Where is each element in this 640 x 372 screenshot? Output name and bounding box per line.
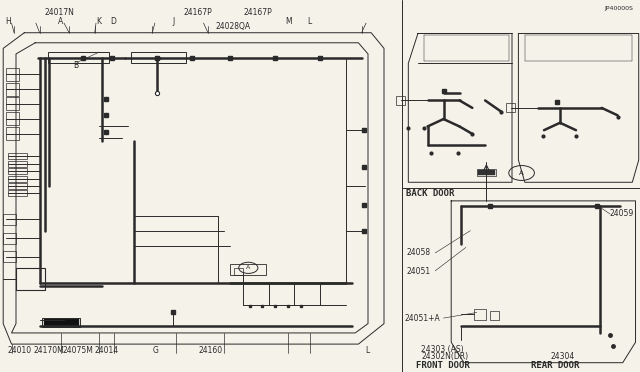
Bar [3, 232, 16, 244]
Bar [48, 52, 109, 63]
Text: 24010: 24010 [8, 346, 32, 355]
Text: A: A [246, 265, 250, 270]
Text: FRONT DOOR: FRONT DOOR [416, 361, 470, 370]
Bar [44, 319, 79, 326]
Text: BACK DOOR: BACK DOOR [406, 189, 455, 198]
Text: A: A [519, 170, 524, 176]
Text: 24160: 24160 [198, 346, 223, 355]
Text: L: L [365, 346, 369, 355]
Bar [42, 318, 80, 327]
Bar [6, 68, 19, 81]
Bar [8, 190, 27, 196]
Bar [16, 268, 45, 290]
Text: 24167P: 24167P [183, 8, 212, 17]
Bar [6, 127, 19, 140]
Text: J: J [173, 17, 175, 26]
Bar [8, 176, 27, 182]
Bar [506, 103, 515, 112]
Bar [474, 309, 486, 320]
Bar [8, 153, 27, 159]
Text: 24304: 24304 [550, 352, 575, 360]
Text: G: G [152, 346, 158, 355]
Bar [3, 214, 16, 225]
Text: 24058: 24058 [406, 248, 431, 257]
Bar [477, 169, 496, 176]
Text: 24170M: 24170M [33, 346, 64, 355]
Bar [6, 112, 19, 125]
Bar [230, 264, 266, 275]
Bar [396, 96, 405, 105]
Text: 24302N(DR): 24302N(DR) [421, 352, 468, 360]
Text: H: H [5, 17, 11, 26]
Bar [6, 83, 19, 96]
Bar [3, 251, 16, 262]
Text: 24017N: 24017N [45, 8, 75, 17]
Text: L: L [307, 17, 312, 26]
Text: 24014: 24014 [95, 346, 119, 355]
Text: K: K [96, 17, 101, 26]
Bar [131, 52, 186, 63]
Text: 24059: 24059 [609, 209, 634, 218]
Bar [234, 268, 243, 275]
Bar [8, 168, 27, 174]
Text: M: M [285, 17, 291, 26]
Text: 24051: 24051 [406, 267, 431, 276]
Text: 24075M: 24075M [63, 346, 93, 355]
Text: 24167P: 24167P [243, 8, 272, 17]
Text: 24051+A: 24051+A [404, 314, 440, 323]
Bar [6, 97, 19, 110]
Text: 24303 (AS): 24303 (AS) [421, 345, 464, 354]
Bar [8, 183, 27, 189]
Text: D: D [110, 17, 116, 26]
Text: A: A [58, 17, 63, 26]
Bar [8, 161, 27, 167]
Text: REAR DOOR: REAR DOOR [531, 361, 580, 370]
Bar [478, 170, 495, 175]
Text: 24028QA: 24028QA [215, 22, 250, 31]
Bar [490, 311, 499, 320]
Text: B: B [74, 61, 79, 70]
Text: JP40000S: JP40000S [605, 6, 634, 10]
